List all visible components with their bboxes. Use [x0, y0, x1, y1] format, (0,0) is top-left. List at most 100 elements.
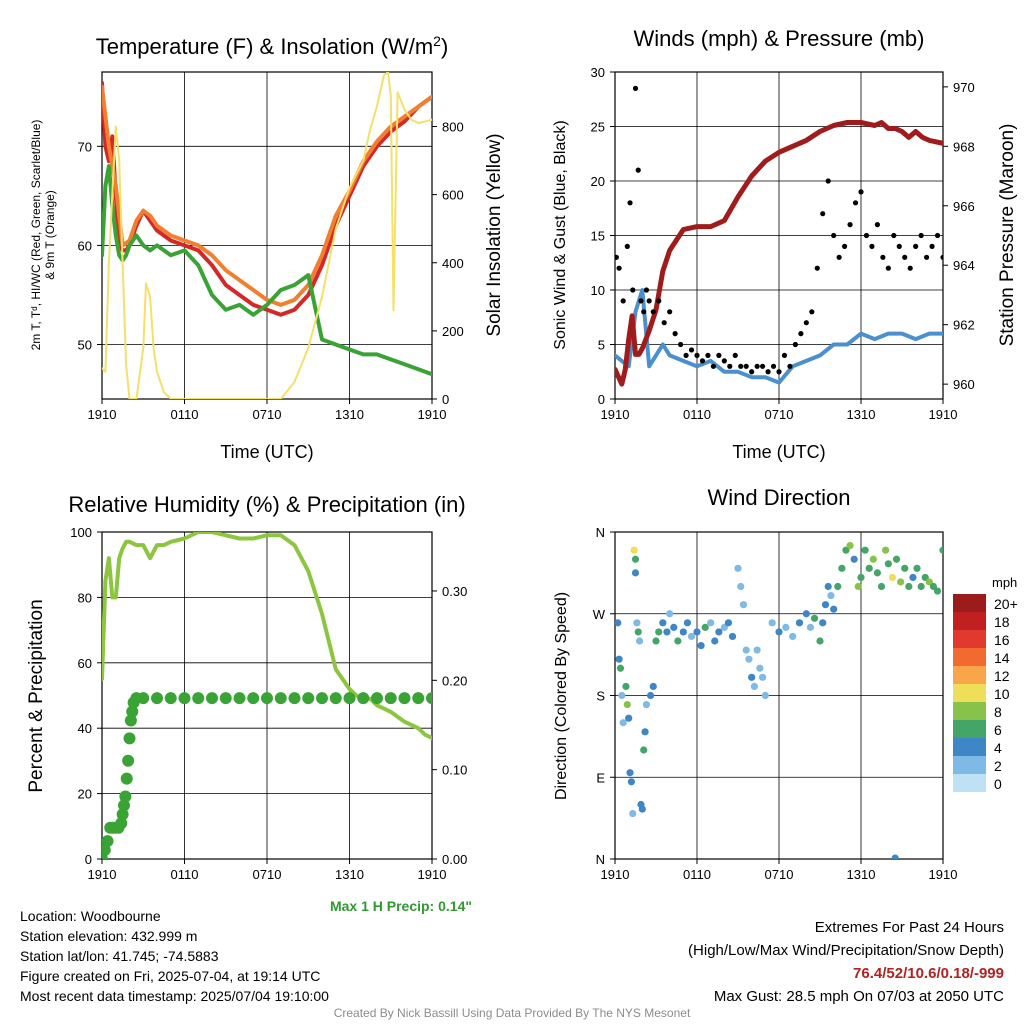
y-right-tick-label: 964 — [953, 258, 975, 273]
chart-title: Winds (mph) & Pressure (mb) — [634, 26, 925, 51]
y-tick-label: 30 — [591, 65, 605, 80]
data-point-gust — [760, 363, 766, 369]
y-right-axis-label: Solar Insolation (Yellow) — [484, 133, 505, 336]
y-right-tick-label: 0.20 — [442, 673, 467, 688]
y-tick-label: 100 — [70, 525, 92, 540]
direction-point — [616, 664, 625, 672]
data-point-gust — [918, 232, 924, 239]
data-point-gust — [699, 358, 706, 364]
plot-area — [102, 72, 432, 399]
data-point-gust — [615, 254, 619, 260]
data-point-gust — [710, 363, 717, 369]
y-tick-label: 60 — [78, 238, 92, 253]
location-text: Location: Woodbourne — [20, 908, 161, 924]
data-point-gust — [896, 243, 902, 249]
data-point-gust — [885, 265, 891, 271]
plot-area — [615, 85, 943, 387]
plot-area — [102, 532, 432, 859]
y-right-tick-label: 600 — [442, 188, 464, 203]
data-point-gust — [635, 167, 641, 173]
x-tick-label: 0110 — [171, 407, 199, 422]
extremes-heading: Extremes For Past 24 Hours — [814, 919, 1004, 936]
direction-point — [857, 573, 865, 582]
data-point-precipitation — [261, 692, 273, 705]
data-point-gust — [847, 222, 853, 228]
direction-point — [640, 746, 648, 754]
x-axis-label: Time (UTC) — [220, 442, 313, 462]
legend-swatch — [953, 738, 986, 756]
data-point-precipitation — [178, 692, 191, 705]
data-point-gust — [803, 320, 809, 326]
extremes-values: 76.4/52/10.6/0.18/-999 — [853, 965, 1004, 982]
direction-point — [734, 564, 742, 572]
data-point-precipitation — [124, 714, 137, 727]
direction-point — [865, 564, 873, 572]
data-point-gust — [787, 363, 793, 369]
data-point-precipitation — [219, 692, 232, 705]
data-point-precipitation — [119, 790, 132, 803]
legend-swatch — [953, 720, 986, 738]
data-point-gust — [820, 211, 826, 217]
y-tick-label: 0 — [598, 392, 605, 407]
direction-point — [649, 682, 657, 691]
x-tick-label: 1910 — [88, 407, 117, 422]
direction-point — [761, 691, 769, 700]
x-tick-label: 1910 — [929, 867, 958, 882]
y-tick-label: W — [593, 607, 606, 622]
direction-point — [877, 582, 886, 591]
y-tick-label: 60 — [78, 656, 92, 671]
direction-point — [652, 637, 660, 645]
data-point-gust — [641, 309, 647, 315]
x-tick-label: 0110 — [683, 867, 711, 882]
direction-point — [627, 778, 636, 786]
x-tick-label: 0710 — [253, 867, 282, 882]
data-point-gust — [624, 243, 630, 249]
data-point-gust — [765, 369, 771, 375]
direction-point — [622, 682, 630, 691]
x-tick-label: 1310 — [847, 407, 876, 422]
legend-label: 18 — [994, 614, 1010, 630]
legend-title: mph — [992, 575, 1017, 590]
direction-point — [846, 542, 854, 550]
direction-point — [897, 578, 905, 586]
data-point-gust — [627, 200, 633, 206]
y-axis-label-line2: & 9m T (Orange) — [43, 190, 57, 280]
station-info: Location: Woodbourne Station elevation: … — [20, 906, 329, 1006]
series-line-9m-t — [102, 84, 432, 307]
y-tick-label: 80 — [78, 590, 92, 605]
data-point-precipitation — [233, 692, 246, 705]
data-point-gust — [852, 200, 859, 206]
direction-point — [816, 637, 824, 645]
legend-swatch — [953, 756, 986, 774]
x-tick-label: 1910 — [929, 407, 958, 422]
data-point-gust — [858, 189, 864, 195]
data-point-gust — [672, 331, 678, 337]
direction-point — [646, 691, 655, 700]
legend-swatch — [953, 702, 986, 720]
direction-point — [917, 582, 925, 591]
y-right-tick-label: 200 — [442, 324, 464, 339]
data-point-precipitation — [206, 692, 218, 705]
data-point-gust — [776, 369, 782, 375]
recent-text: Most recent data timestamp: 2025/07/04 1… — [20, 988, 329, 1004]
data-point-precipitation — [426, 692, 432, 705]
max-gust-text: Max Gust: 28.5 mph On 07/03 at 2050 UTC — [713, 988, 1004, 1005]
legend-label: 2 — [994, 758, 1002, 774]
x-tick-label: 0710 — [253, 407, 282, 422]
x-tick-label: 1310 — [335, 407, 364, 422]
data-point-gust — [880, 254, 886, 260]
direction-point — [869, 555, 877, 563]
direction-point — [687, 632, 696, 641]
y-right-tick-label: 960 — [953, 377, 975, 392]
direction-point — [782, 623, 790, 631]
x-tick-label: 1910 — [88, 867, 117, 882]
legend-label: 6 — [994, 722, 1002, 738]
data-point-gust — [656, 298, 662, 304]
direction-point — [933, 587, 942, 595]
direction-point — [768, 619, 776, 627]
data-point-gust — [721, 358, 727, 364]
direction-point — [913, 564, 921, 572]
data-point-precipitation — [384, 692, 397, 705]
direction-point — [742, 646, 750, 654]
y-axis-label: Sonic Wind & Gust (Blue, Black) — [552, 120, 569, 349]
